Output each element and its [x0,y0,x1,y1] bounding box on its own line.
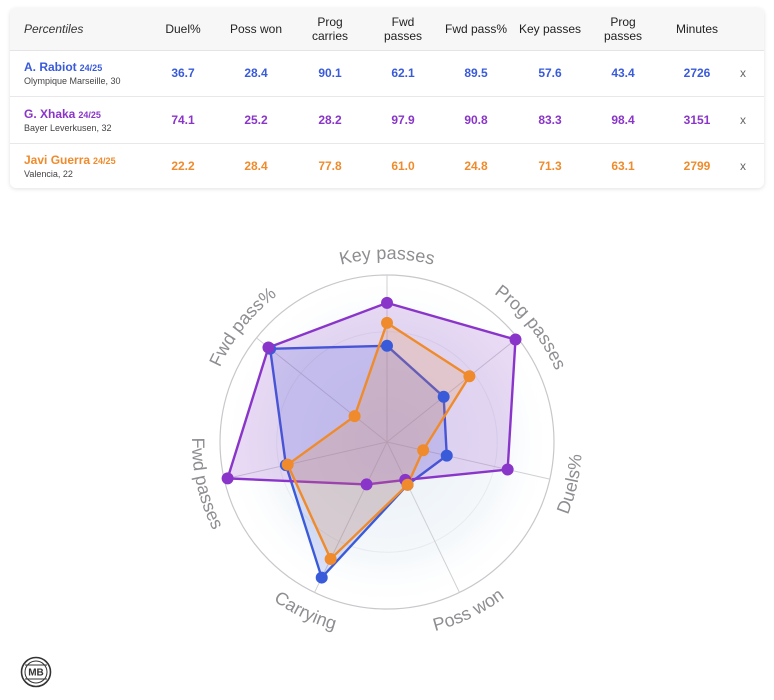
cell-key: 57.6 [538,66,562,80]
radar-series-area [226,301,517,486]
cell-progp: 63.1 [611,159,635,173]
radar-point [348,410,361,423]
radar-points [221,296,522,584]
radar-spoke [386,337,518,443]
radar-spoke [224,441,388,480]
header-fwdpct[interactable]: Fwd pass% [442,8,510,50]
radar-point [360,478,373,491]
radar-series-area [286,321,471,561]
mb-logo-icon: MB [20,656,52,688]
percentiles-table: Percentiles Duel% Poss won Prog carries Fwd pa… [10,8,764,188]
header-poss-line: Poss won [229,22,283,36]
table-row: Javi Guerra 24/25 Valencia, 22 22.2 28.4 77.8… [10,143,764,188]
cell-carries: 77.8 [318,159,342,173]
player-club: Bayer Leverkusen, 32 [24,122,112,133]
radar-point [401,478,414,491]
radar-point [437,390,450,403]
logo-text: MB [28,668,44,679]
table-row: A. Rabiot 24/25 Olympique Marseille, 30 36.… [10,50,764,97]
player-season: 24/25 [79,63,103,73]
radar-point [281,458,294,471]
header-fwd[interactable]: Fwd passes [369,8,437,50]
cell-progp: 98.4 [611,112,635,127]
radar-axis-label: Duels% [553,453,586,516]
player-club: Olympique Marseille, 30 [24,76,121,86]
cell-fwd: 97.9 [391,112,415,127]
radar-point [381,339,393,352]
player-name-text: A. Rabiot [24,60,77,74]
header-duel-line: Duel% [165,22,201,36]
radar-point [501,463,514,476]
radar-point [262,341,275,354]
radar-spoke [256,337,388,443]
table-row: G. Xhaka 24/25 Bayer Leverkusen, 32 74.1 25.… [10,97,764,144]
player-season: 24/25 [93,156,116,166]
radar-grid [219,274,555,610]
header-carries-line: carries [311,29,348,43]
player-name[interactable]: G. Xhaka 24/25 [24,107,101,121]
cell-carries: 28.2 [318,112,342,127]
radar-series [226,301,517,579]
radar-spoke [314,441,388,593]
header-carries-line: Prog [317,15,343,29]
radar-axis-label: Key passes [337,243,436,269]
radar-spoke [386,441,550,480]
radar-point [381,316,393,329]
cell-progp: 43.4 [611,66,635,80]
player-name[interactable]: A. Rabiot 24/25 [24,60,102,74]
radar-series-area [268,344,448,579]
header-carries[interactable]: Prog carries [296,8,364,50]
header-minutes-line: Minutes [675,22,719,36]
cell-fwd: 61.0 [391,159,415,173]
cell-fwdpct: 24.8 [464,159,488,173]
radar-point [324,553,337,566]
cell-duel: 74.1 [171,112,195,127]
player-club: Valencia, 22 [24,169,73,179]
cell-fwdpct: 89.5 [464,66,488,80]
cell-poss: 28.4 [244,159,268,173]
header-fwdpct-line: Fwd pass% [444,22,508,36]
cell-key: 83.3 [538,112,562,127]
remove-player-button[interactable]: x [740,112,746,127]
cell-duel: 22.2 [171,159,195,173]
header-key[interactable]: Key passes [516,8,584,50]
cell-minutes: 2799 [683,159,711,173]
header-minutes[interactable]: Minutes [663,8,731,50]
radar-point [417,444,430,457]
cell-minutes: 2726 [683,66,711,80]
radar-point [381,296,393,309]
header-progp-line: Prog [610,15,636,29]
header-progp-line: passes [603,29,643,43]
player-season: 24/25 [78,109,101,120]
radar-point [463,370,476,383]
remove-player-button[interactable]: x [740,66,746,80]
cell-key: 71.3 [538,159,562,173]
cell-poss: 28.4 [244,66,268,80]
player-name[interactable]: Javi Guerra 24/25 [24,153,116,167]
table-header: Percentiles Duel% Poss won Prog carries Fwd pa… [10,8,764,51]
header-progp[interactable]: Prog passes [589,8,657,50]
cell-fwd: 62.1 [391,66,415,80]
radar-point [440,449,453,462]
header-fwd-line: passes [383,29,423,43]
cell-poss: 25.2 [244,112,268,127]
cell-fwdpct: 90.8 [464,112,488,127]
player-name-text: Javi Guerra [24,153,91,167]
radar-spoke [386,441,460,593]
header-fwd-line: Fwd [391,15,415,29]
remove-player-button[interactable]: x [740,159,746,173]
header-poss[interactable]: Poss won [222,8,290,50]
header-duel[interactable]: Duel% [149,8,217,50]
radar-point [509,333,522,346]
cell-duel: 36.7 [171,66,195,80]
player-name-text: G. Xhaka [24,106,76,121]
header-key-line: Key passes [518,22,582,36]
radar-point [221,472,234,485]
radar-point [315,571,328,584]
cell-carries: 90.1 [318,66,342,80]
header-percentiles: Percentiles [24,22,84,36]
cell-minutes: 3151 [683,112,711,127]
